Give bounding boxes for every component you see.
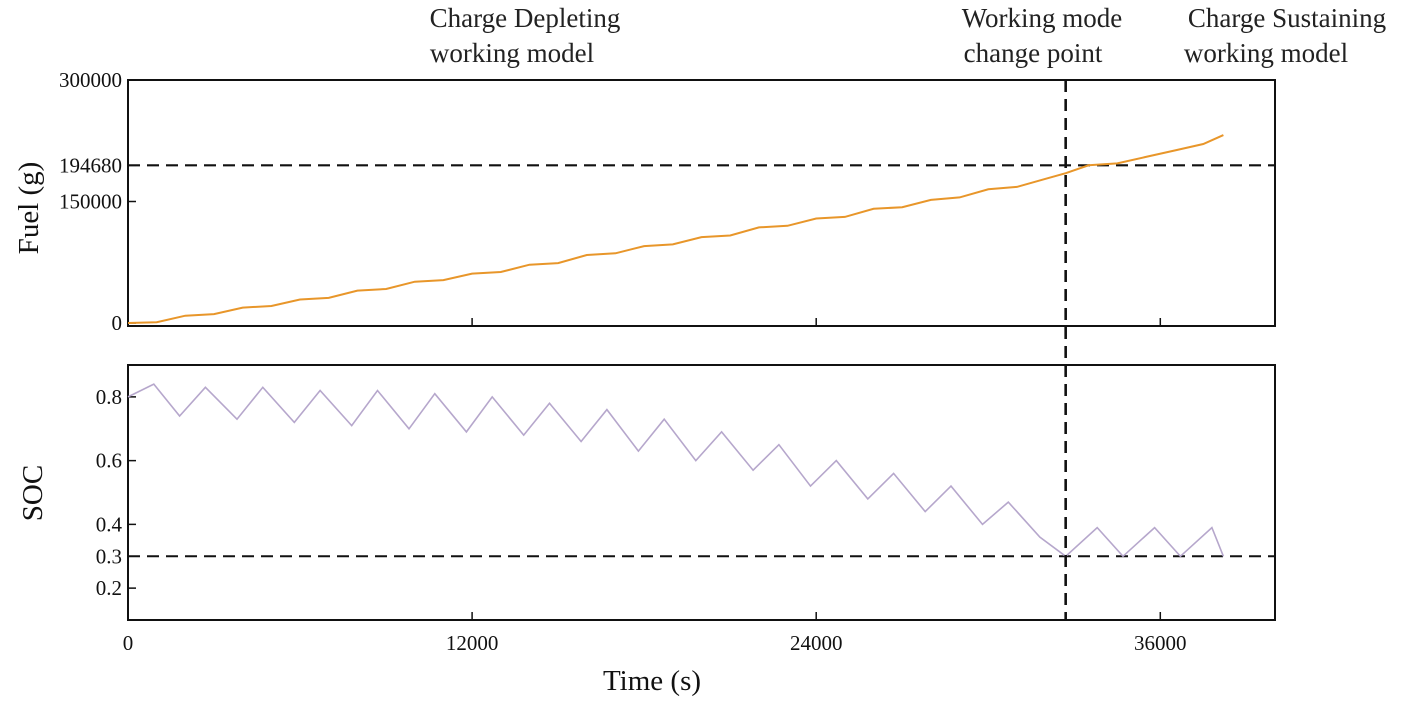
fuel-ylabel: Fuel (g) — [13, 162, 45, 255]
cs-annotation-line2: working model — [1184, 38, 1348, 68]
soc-axis-ticks: 0.2 0.3 0.4 0.6 0.8 0 12000 24000 36000 — [96, 385, 1187, 655]
soc-series-line — [127, 383, 1225, 558]
soc-xtick-label: 36000 — [1134, 631, 1187, 655]
soc-plot-frame — [127, 364, 1276, 621]
fuel-ytick-label: 150000 — [59, 190, 122, 214]
soc-panel: 0.2 0.3 0.4 0.6 0.8 0 12000 24000 36000 — [96, 364, 1276, 655]
fuel-panel: 0 150000 194680 300000 — [59, 68, 1276, 335]
fuel-plot-frame — [127, 79, 1276, 327]
wm-annotation-line2: change point — [964, 38, 1103, 68]
wm-annotation-line1: Working mode — [962, 3, 1123, 33]
cs-annotation-line1: Charge Sustaining — [1188, 3, 1386, 33]
soc-xtick-label: 24000 — [790, 631, 843, 655]
time-xlabel: Time (s) — [603, 665, 701, 697]
fuel-ytick-label: 300000 — [59, 68, 122, 92]
cd-annotation-line1: Charge Depleting — [430, 3, 621, 33]
soc-ytick-label: 0.2 — [96, 576, 122, 600]
fuel-ytick-label: 0 — [112, 311, 123, 335]
soc-ytick-label: 0.4 — [96, 512, 123, 536]
fuel-axis-ticks: 0 150000 194680 300000 — [59, 68, 1162, 335]
fuel-ytick-label: 194680 — [59, 153, 122, 177]
cd-annotation-line2: working model — [430, 38, 594, 68]
soc-ylabel: SOC — [17, 465, 49, 521]
fuel-series-line — [127, 134, 1224, 324]
soc-xtick-label: 0 — [123, 631, 134, 655]
soc-ytick-label: 0.3 — [96, 544, 122, 568]
soc-xtick-label: 12000 — [446, 631, 499, 655]
soc-ytick-label: 0.6 — [96, 449, 122, 473]
soc-ytick-label: 0.8 — [96, 385, 122, 409]
